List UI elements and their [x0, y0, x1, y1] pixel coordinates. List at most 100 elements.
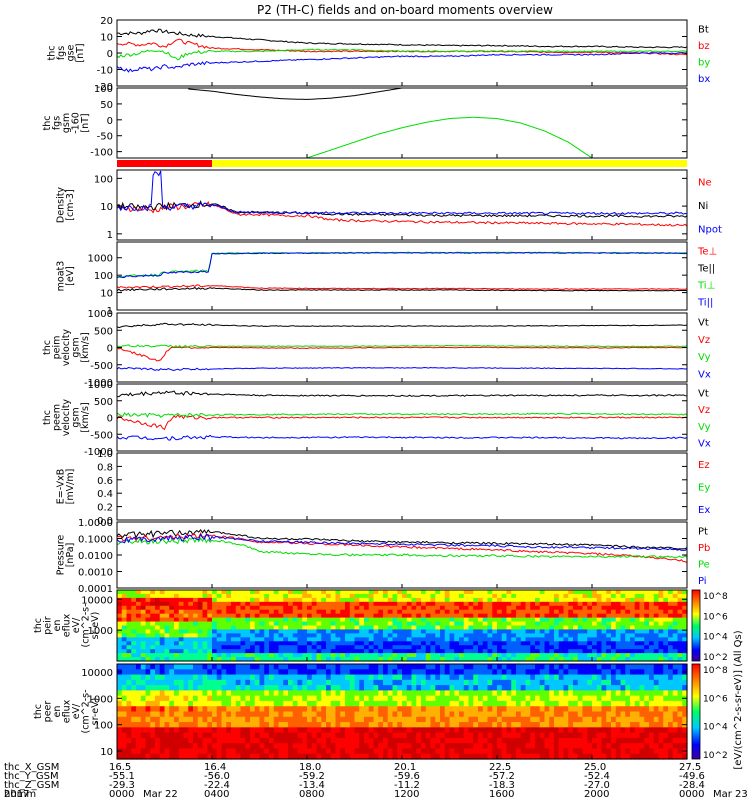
heatmap-cell [554, 629, 560, 634]
colorbar-tick-label: 10^2 [703, 653, 728, 663]
heatmap-cell [634, 690, 641, 697]
heatmap-cell [658, 711, 664, 718]
heatmap-cell [202, 613, 208, 619]
x-column-value: 0000 [679, 789, 704, 800]
heatmap-cell [250, 609, 256, 615]
heatmap-cell [596, 664, 603, 670]
heatmap-cell [487, 601, 493, 607]
heatmap-cell [383, 706, 389, 713]
heatmap-cell [577, 609, 584, 615]
heatmap-cell [311, 706, 318, 713]
heatmap-cell [288, 700, 294, 707]
heatmap-cell [321, 716, 327, 723]
heatmap-cell [615, 685, 622, 691]
heatmap-cell [330, 645, 337, 650]
heatmap-cell [292, 664, 299, 670]
heatmap-cell [554, 601, 560, 607]
heatmap-cell [240, 700, 246, 707]
heatmap-cell [406, 590, 413, 595]
heatmap-cell [140, 727, 147, 734]
heatmap-cell [259, 737, 265, 744]
y-axis-label: (cm^2-s- [81, 690, 92, 734]
heatmap-cell [145, 617, 151, 623]
heatmap-cell [511, 633, 517, 638]
heatmap-cell [402, 711, 408, 718]
heatmap-cell [340, 732, 346, 739]
heatmap-cell [368, 593, 375, 599]
heatmap-cell [558, 732, 565, 739]
heatmap-cell [240, 716, 246, 723]
heatmap-cell [140, 722, 147, 728]
heatmap-cell [482, 753, 489, 760]
heatmap-cell [406, 748, 413, 755]
heatmap-cell [444, 601, 451, 607]
heatmap-cell [544, 685, 550, 691]
heatmap-cell [235, 690, 242, 697]
heatmap-cell [525, 590, 531, 595]
heatmap-cell [520, 732, 527, 739]
heatmap-cell [406, 625, 413, 631]
heatmap-cell [321, 633, 327, 638]
heatmap-cell [292, 641, 299, 646]
heatmap-cell [235, 645, 242, 650]
heatmap-cell [468, 629, 474, 634]
heatmap-cell [501, 700, 508, 707]
heatmap-cell [235, 637, 242, 642]
heatmap-cell [539, 645, 546, 650]
heatmap-cell [169, 727, 175, 734]
heatmap-cell [435, 637, 441, 642]
heatmap-cell [482, 706, 489, 713]
heatmap-cell [416, 669, 422, 676]
heatmap-cell [250, 613, 256, 619]
heatmap-cell [330, 716, 337, 723]
heatmap-cell [520, 590, 527, 595]
heatmap-cell [159, 700, 166, 707]
heatmap-cell [250, 727, 256, 734]
heatmap-cell [682, 706, 688, 713]
heatmap-cell [235, 706, 242, 713]
heatmap-cell [563, 601, 569, 607]
heatmap-cell [649, 637, 655, 642]
heatmap-cell [653, 669, 660, 676]
heatmap-cell [639, 629, 645, 634]
heatmap-cell [216, 590, 223, 595]
peem-velocity-series-2 [116, 412, 688, 418]
heatmap-cell [240, 641, 246, 646]
heatmap-cell [150, 716, 156, 723]
heatmap-cell [283, 664, 289, 670]
heatmap-cell [421, 617, 427, 623]
heatmap-cell [535, 664, 541, 670]
heatmap-cell [639, 669, 645, 676]
heatmap-cell [316, 753, 322, 760]
heatmap-cell [596, 633, 603, 638]
heatmap-cell [364, 722, 370, 728]
heatmap-cell [558, 700, 565, 707]
heatmap-cell [440, 706, 446, 713]
heatmap-cell [297, 645, 303, 650]
heatmap-cell [615, 601, 622, 607]
heatmap-cell [188, 737, 194, 744]
heatmap-cell [288, 695, 294, 702]
heatmap-cell [644, 700, 650, 707]
heatmap-cell [563, 613, 569, 619]
heatmap-cell [288, 674, 294, 681]
heatmap-cell [611, 629, 617, 634]
heatmap-cell [516, 737, 522, 744]
heatmap-cell [378, 674, 384, 681]
heatmap-cell [297, 633, 303, 638]
heatmap-cell [335, 590, 341, 595]
heatmap-cell [131, 664, 137, 670]
heatmap-cell [630, 722, 636, 728]
heatmap-cell [682, 601, 688, 607]
heatmap-cell [563, 695, 569, 702]
heatmap-cell [606, 621, 612, 627]
heatmap-cell [373, 613, 379, 619]
heatmap-cell [250, 700, 256, 707]
heatmap-cell [549, 609, 555, 615]
heatmap-cell [278, 590, 284, 595]
heatmap-cell [235, 732, 242, 739]
heatmap-cell [535, 657, 541, 662]
heatmap-cell [421, 679, 427, 686]
heatmap-cell [544, 609, 550, 615]
heatmap-cell [672, 597, 679, 603]
